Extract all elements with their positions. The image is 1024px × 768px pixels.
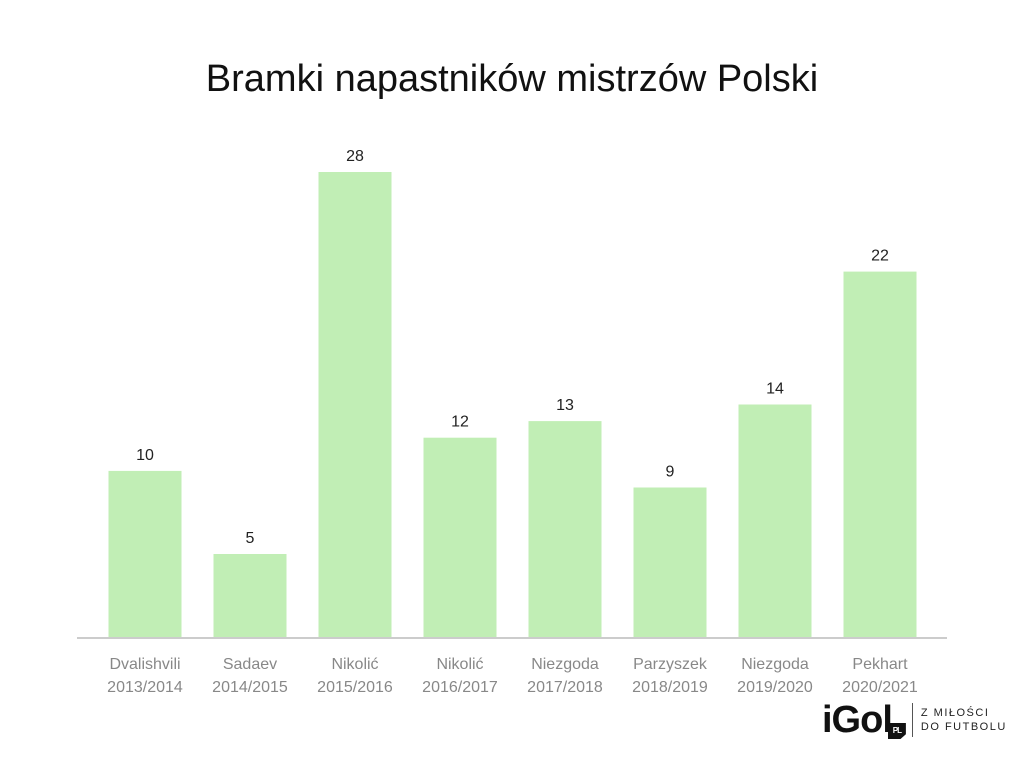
brand-tagline: Z MIŁOŚCI DO FUTBOLU — [921, 706, 1007, 734]
bar-0 — [108, 470, 182, 637]
igol-logo-text: iGol — [822, 699, 893, 741]
bars-layer — [108, 172, 917, 637]
category-label-7: Pekhart 2020/2021 — [842, 656, 918, 696]
igol-logo: iGol PL — [822, 697, 906, 743]
chart-title: Bramki napastników mistrzów Polski — [205, 58, 819, 100]
category-season: 2020/2021 — [842, 679, 918, 696]
bar-1 — [213, 554, 287, 637]
value-label-0: 10 — [136, 447, 154, 464]
category-player-name: Niezgoda — [531, 656, 599, 673]
category-label-0: Dvalishvili 2013/2014 — [107, 656, 183, 696]
brand-tagline-line1: Z MIŁOŚCI — [920, 707, 990, 719]
category-season: 2014/2015 — [212, 679, 288, 696]
category-player-name: Parzyszek — [633, 656, 708, 673]
bar-6 — [738, 404, 812, 637]
brand-divider — [911, 703, 913, 737]
value-label-6: 14 — [766, 381, 784, 398]
category-player-name: Niezgoda — [741, 656, 809, 673]
value-label-7: 22 — [871, 248, 889, 265]
bar-2 — [318, 172, 392, 637]
category-label-2: Nikolić 2015/2016 — [317, 656, 393, 696]
category-player-name: Nikolić — [331, 656, 378, 673]
bar-7 — [843, 271, 917, 637]
category-label-4: Niezgoda 2017/2018 — [527, 656, 603, 696]
bar-4 — [528, 421, 602, 637]
category-label-5: Parzyszek 2018/2019 — [632, 656, 708, 696]
category-player-name: Nikolić — [436, 656, 483, 673]
category-label-1: Sadaev 2014/2015 — [212, 656, 288, 696]
value-labels-layer: 10 5 28 12 13 9 14 22 — [136, 148, 889, 547]
value-label-3: 12 — [451, 414, 469, 431]
brand-tagline-line2: DO FUTBOLU — [920, 721, 1007, 733]
category-player-name: Dvalishvili — [109, 656, 180, 673]
igol-logo-pl-badge: PL — [887, 723, 906, 739]
category-season: 2013/2014 — [107, 679, 183, 696]
category-season: 2018/2019 — [632, 679, 708, 696]
value-label-2: 28 — [346, 148, 364, 165]
category-season: 2016/2017 — [422, 679, 498, 696]
value-label-1: 5 — [246, 530, 255, 547]
category-season: 2017/2018 — [527, 679, 603, 696]
value-label-5: 9 — [666, 464, 675, 481]
category-label-3: Nikolić 2016/2017 — [422, 656, 498, 696]
bar-3 — [423, 437, 497, 637]
bar-5 — [633, 487, 707, 637]
value-label-4: 13 — [556, 397, 574, 414]
category-labels-layer: Dvalishvili 2013/2014 Sadaev 2014/2015 Nikol… — [107, 656, 918, 696]
category-player-name: Sadaev — [223, 656, 277, 673]
category-season: 2015/2016 — [317, 679, 393, 696]
category-label-6: Niezgoda 2019/2020 — [737, 656, 813, 696]
category-season: 2019/2020 — [737, 679, 813, 696]
category-player-name: Pekhart — [852, 656, 908, 673]
brand-logo: iGol PL Z MIŁOŚCI DO FUTBOLU — [822, 697, 1007, 743]
